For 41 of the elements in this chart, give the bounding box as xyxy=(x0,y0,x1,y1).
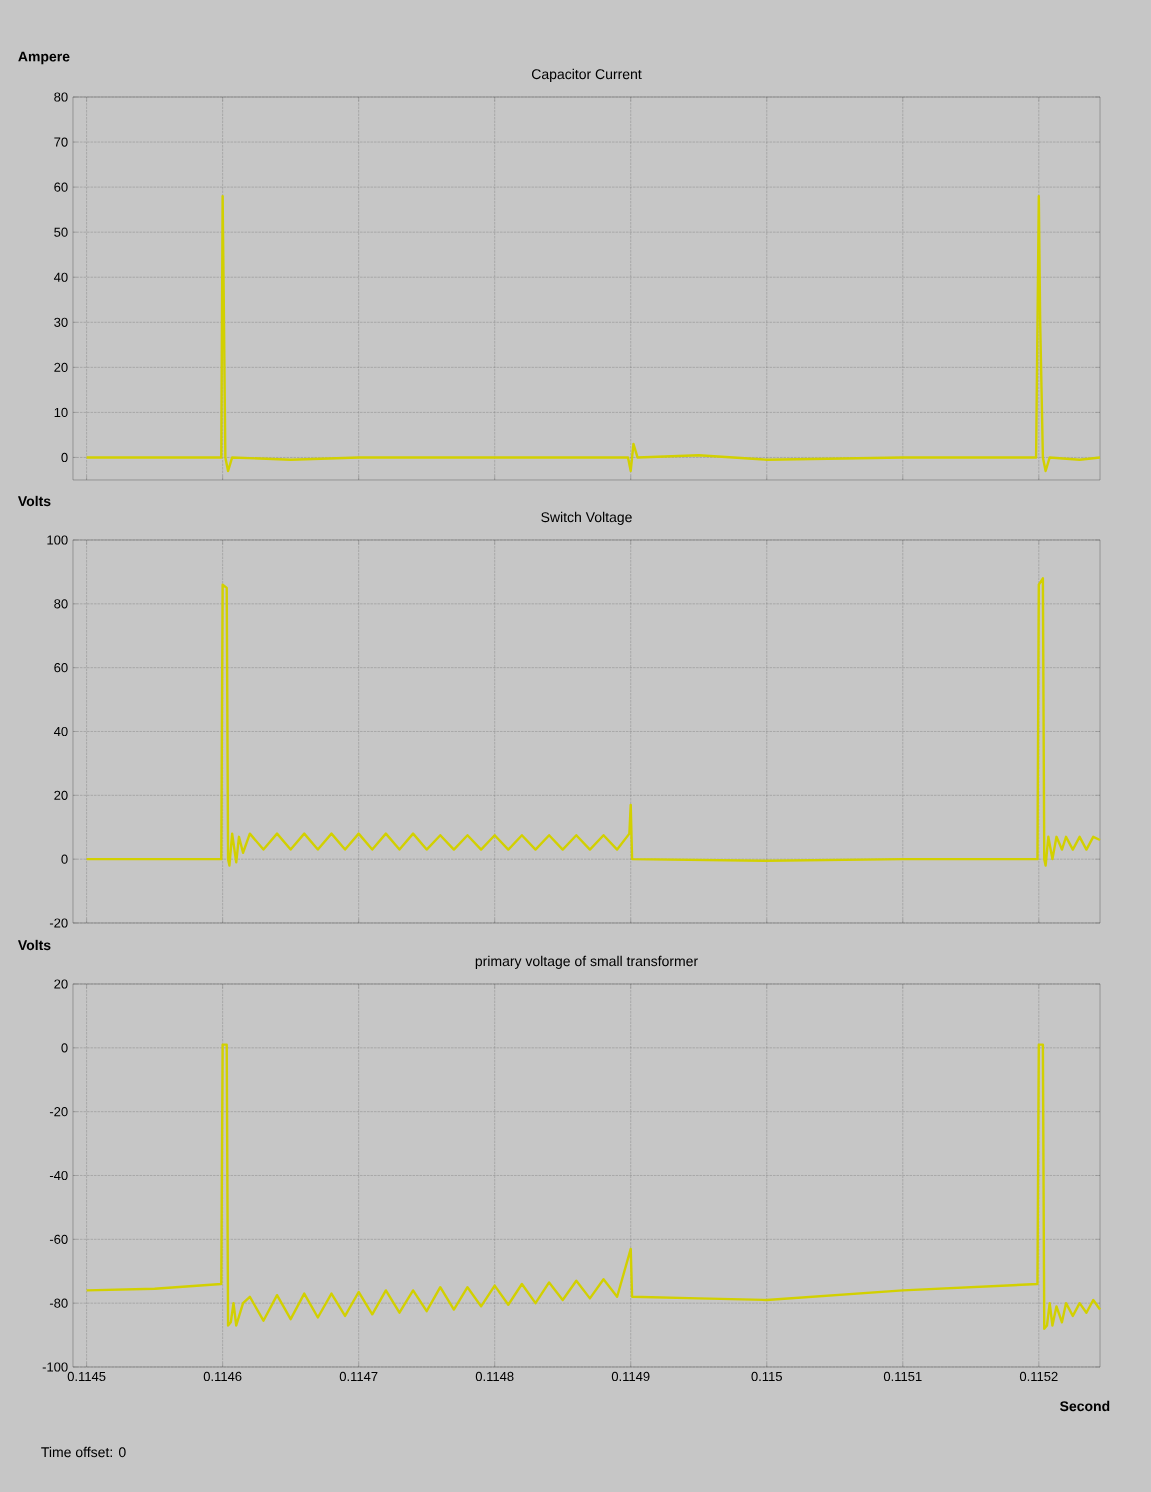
y-tick-label: 10 xyxy=(54,407,68,418)
x-tick-label: 0.1151 xyxy=(883,1371,922,1382)
y-tick-label: -20 xyxy=(49,918,68,928)
x-tick-label: 0.115 xyxy=(751,1371,782,1382)
y-tick-label: 70 xyxy=(54,137,68,147)
y-tick-label: -80 xyxy=(49,1298,68,1308)
y-tick-label: 0 xyxy=(61,1043,68,1053)
x-tick-label: 0.1148 xyxy=(475,1371,514,1382)
y-tick-label: 30 xyxy=(54,317,68,327)
line-series xyxy=(85,577,1102,867)
y-tick-label: 40 xyxy=(53,726,68,737)
y-tick-label: 0 xyxy=(61,452,68,463)
y-tick-label: 20 xyxy=(54,790,68,800)
chart-title: primary voltage of small transformer xyxy=(475,955,698,969)
chart-title: Capacitor Current xyxy=(531,68,642,82)
x-tick-label: 0.1149 xyxy=(611,1371,650,1382)
y-tick-label: 80 xyxy=(54,92,68,102)
x-tick-label: 0.1147 xyxy=(339,1371,378,1382)
y-tick-label: 80 xyxy=(54,599,68,609)
y-tick-label: 40 xyxy=(53,272,68,282)
y-axis-title: Ampere xyxy=(18,51,70,65)
y-tick-label: -60 xyxy=(49,1234,68,1244)
x-tick-label: 0.1146 xyxy=(203,1371,242,1382)
chart-title: Switch Voltage xyxy=(541,511,632,525)
y-tick-label: 20 xyxy=(54,362,68,372)
y-tick-label: 0 xyxy=(61,854,68,864)
y-tick-label: -40 xyxy=(49,1170,68,1181)
y-axis-title: Volts xyxy=(17,495,51,507)
text: Time offset: 0 xyxy=(41,1446,126,1458)
x-axis-title: Second xyxy=(1060,1400,1110,1412)
y-tick-label: 20 xyxy=(54,979,68,989)
y-tick-label: 100 xyxy=(47,535,68,545)
y-tick-label: -100 xyxy=(42,1362,68,1372)
x-tick-label: 0.1152 xyxy=(1019,1371,1058,1382)
x-tick-label: 0.1145 xyxy=(67,1371,106,1382)
y-tick-label: 50 xyxy=(54,227,68,237)
y-tick-label: 60 xyxy=(54,182,68,192)
line-series xyxy=(85,1043,1102,1330)
y-tick-label: 60 xyxy=(54,663,68,673)
y-axis-title: Volts xyxy=(17,939,51,951)
y-tick-label: -20 xyxy=(49,1107,68,1117)
